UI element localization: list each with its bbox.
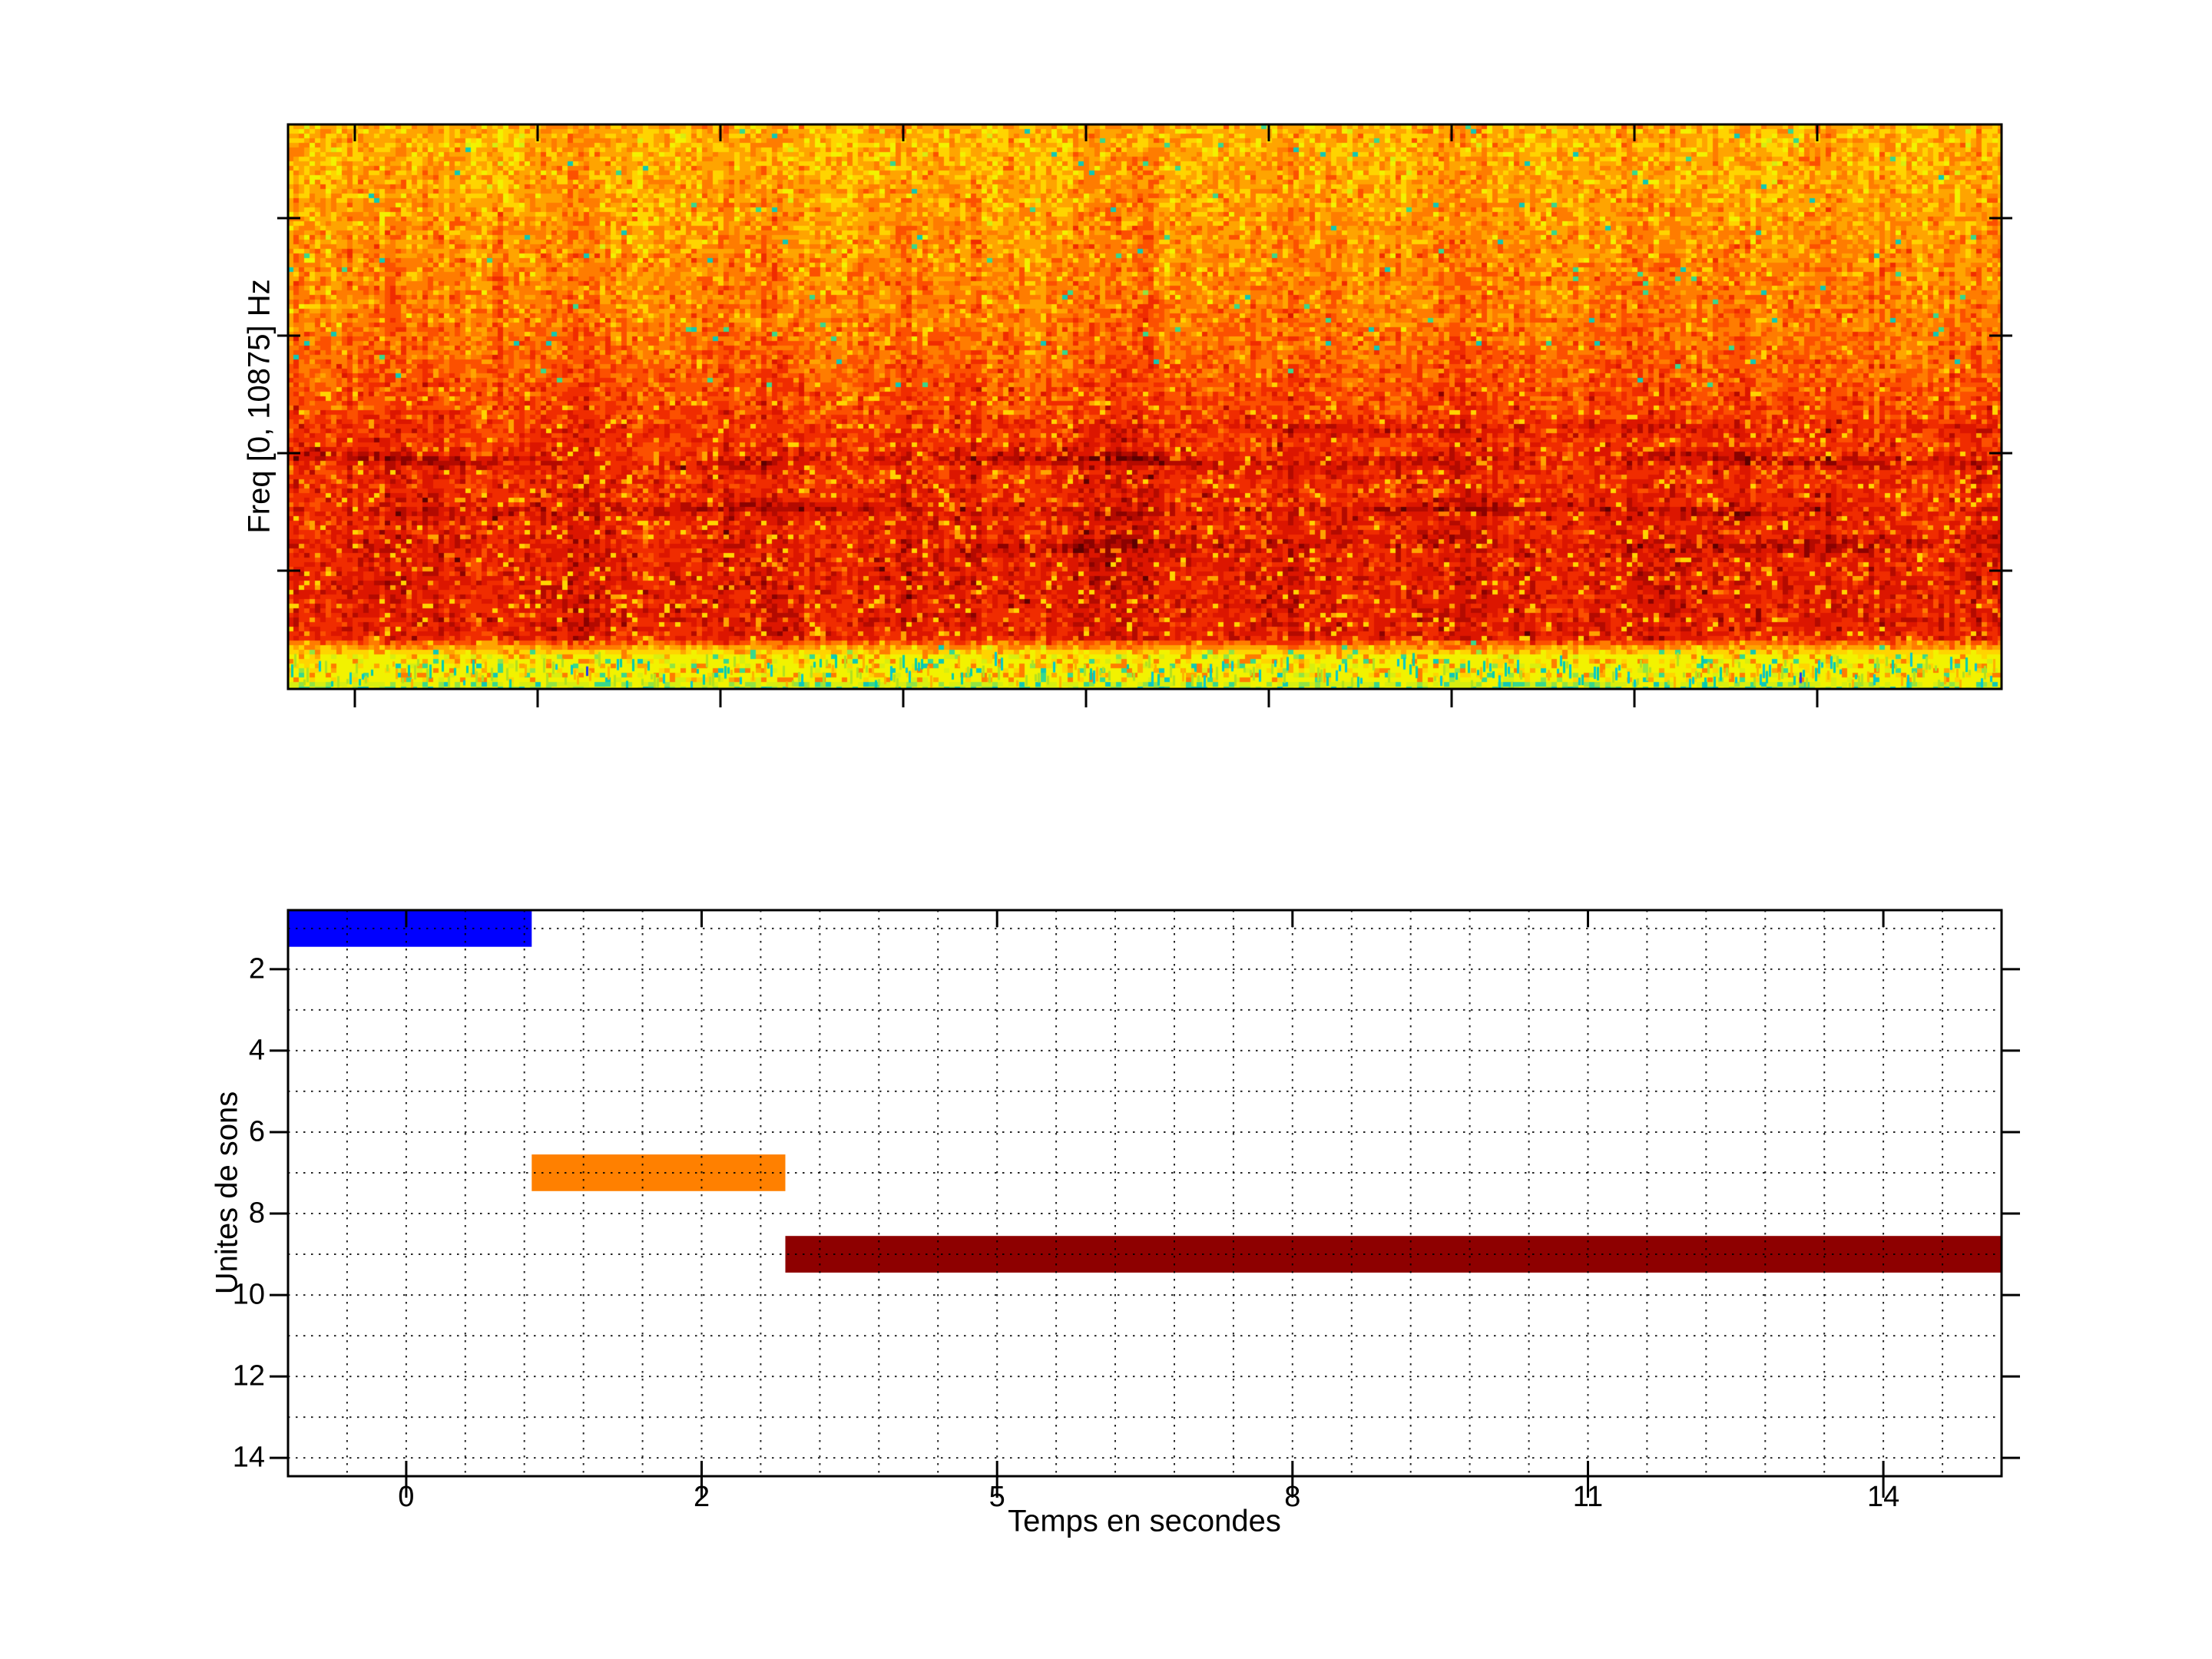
- y-tick-label: 2: [248, 952, 265, 985]
- x-tick-label: 2: [693, 1481, 710, 1513]
- top-plot-ylabel: Freq [0, 10875] Hz: [242, 279, 276, 534]
- top-plot-box: [286, 123, 2003, 690]
- y-tick-label: 10: [232, 1278, 265, 1311]
- y-tick-label: 6: [248, 1115, 265, 1148]
- x-tick-label: 5: [988, 1481, 1005, 1513]
- y-tick-label: 8: [248, 1197, 265, 1230]
- x-tick-label: 0: [398, 1481, 415, 1513]
- x-tick-label: 11: [1572, 1481, 1604, 1513]
- x-tick-label: 8: [1284, 1481, 1301, 1513]
- bottom-plot-ylabel: Unites de sons: [210, 1091, 244, 1295]
- gantt-bar-unit-1: [288, 910, 532, 947]
- y-tick-label: 12: [232, 1359, 265, 1392]
- y-tick-label: 4: [248, 1034, 265, 1067]
- y-tick-label: 14: [232, 1441, 265, 1474]
- gantt-bar-unit-9: [785, 1236, 2002, 1273]
- x-tick-label: 14: [1866, 1481, 1900, 1513]
- bottom-plot-xlabel: Temps en secondes: [1008, 1504, 1281, 1538]
- bottom-plot-box: [286, 909, 2003, 1478]
- spectrogram-image: [288, 124, 2002, 689]
